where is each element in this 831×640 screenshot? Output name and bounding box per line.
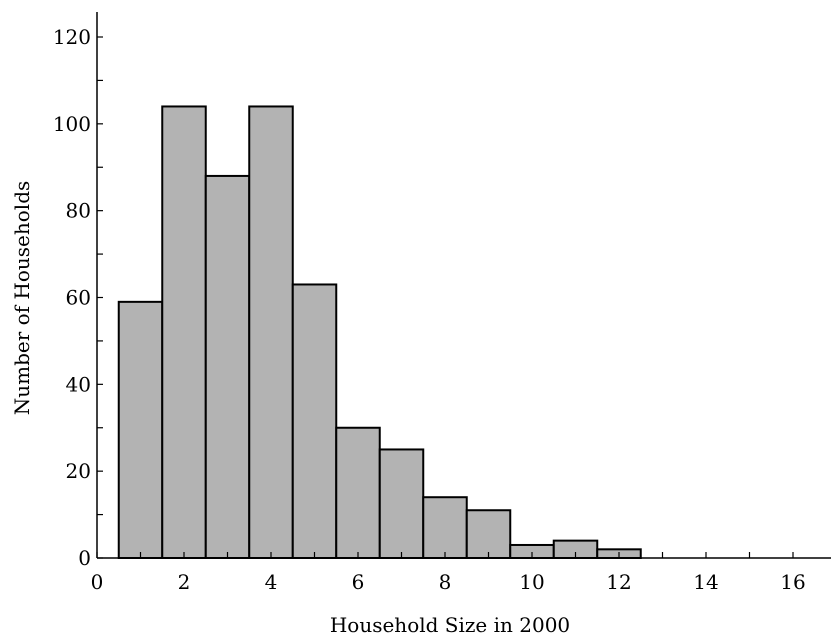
x-tick-label: 14 bbox=[693, 570, 718, 594]
y-tick-label: 40 bbox=[66, 372, 91, 396]
x-tick-label: 6 bbox=[352, 570, 365, 594]
histogram-bar-6 bbox=[335, 426, 381, 559]
y-tick-label: 120 bbox=[53, 25, 91, 49]
x-tick-label: 12 bbox=[606, 570, 631, 594]
y-tick-label: 20 bbox=[66, 459, 91, 483]
histogram-bar-1 bbox=[117, 300, 164, 559]
histogram-bar-7 bbox=[378, 448, 425, 560]
x-tick-label: 2 bbox=[178, 570, 191, 594]
x-tick-label: 4 bbox=[265, 570, 278, 594]
histogram-bar-3 bbox=[204, 174, 251, 560]
bars-group bbox=[117, 105, 642, 560]
histogram-bar-4 bbox=[248, 105, 294, 559]
y-tick-label: 60 bbox=[66, 286, 91, 310]
histogram-bar-9 bbox=[465, 509, 512, 560]
y-axis-title: Number of Households bbox=[10, 181, 34, 416]
x-axis-title: Household Size in 2000 bbox=[330, 613, 570, 637]
y-tick-label: 100 bbox=[53, 112, 91, 136]
axes-group: 0 2 4 6 8 10 12 14 16 0 20 40 60 80 100 120 bbox=[53, 12, 831, 594]
x-tick-label: 8 bbox=[439, 570, 452, 594]
x-tick-label: 16 bbox=[780, 570, 805, 594]
x-tick-label: 0 bbox=[91, 570, 104, 594]
histogram-bar-8 bbox=[422, 496, 468, 560]
x-tick-label: 10 bbox=[519, 570, 544, 594]
y-tick-label: 0 bbox=[78, 546, 91, 570]
histogram-bar-2 bbox=[161, 105, 207, 559]
histogram-bar-5 bbox=[291, 283, 338, 559]
y-tick-label: 80 bbox=[66, 199, 91, 223]
